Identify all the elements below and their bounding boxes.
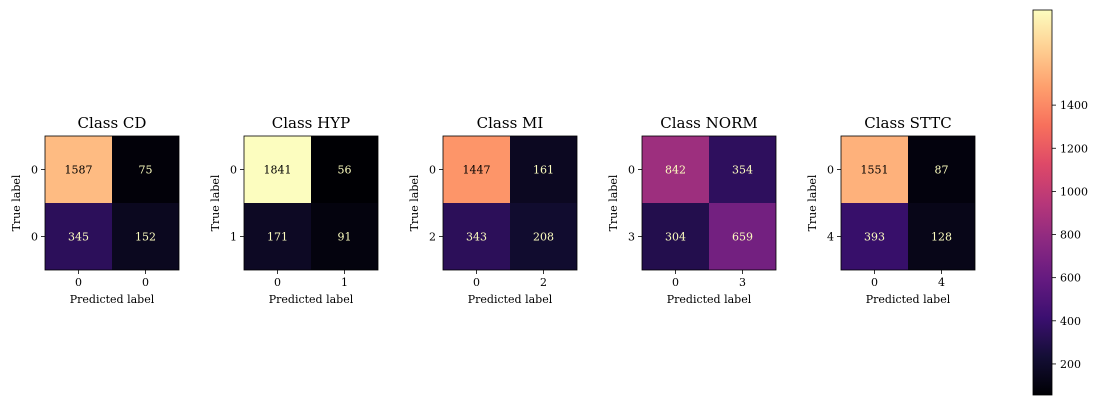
- axes-frame: [442, 135, 578, 271]
- y-tick-label: 0: [827, 164, 834, 177]
- matrix-cell: [244, 203, 311, 270]
- cell-value-label: 161: [533, 164, 554, 177]
- y-tick-label: 0: [429, 164, 436, 177]
- y-tick-label: 4: [827, 231, 834, 244]
- confusion-matrix-0: Class CD 1587 75 345 152 0 0 0 0 Predicted label T…: [10, 114, 180, 306]
- colorbar-tick-label: 600: [1060, 272, 1081, 285]
- cell-value-label: 659: [732, 231, 753, 244]
- x-axis-label: Predicted label: [70, 293, 155, 306]
- matrix-cell: [709, 203, 776, 270]
- y-tick-label: 0: [628, 164, 635, 177]
- colorbar-tick-label: 1200: [1060, 142, 1088, 155]
- y-tick-label: 0: [31, 231, 38, 244]
- y-axis-label: True label: [209, 174, 222, 231]
- cell-value-label: 345: [68, 231, 89, 244]
- colorbar-tick-label: 1400: [1060, 99, 1088, 112]
- cell-value-label: 91: [338, 231, 352, 244]
- matrix-cell: [244, 136, 311, 203]
- matrix-cell: [45, 136, 112, 203]
- matrix-cell: [112, 136, 179, 203]
- cell-value-label: 56: [338, 164, 352, 177]
- colorbar-tick-label: 200: [1060, 358, 1081, 371]
- y-tick-label: 3: [628, 231, 635, 244]
- axes-frame: [641, 135, 777, 271]
- confusion-matrix-4: Class STTC 1551 87 393 128 0 4 0 4 Predicted labe…: [806, 114, 976, 306]
- confusion-matrix-3: Class NORM 842 354 304 659 0 3 0 3 Predicted labe…: [607, 114, 777, 306]
- confusion-matrix-1: Class HYP 1841 56 171 91 0 1 0 1 Predicted label T…: [209, 114, 379, 306]
- matrix-cell: [510, 136, 577, 203]
- x-axis-label: Predicted label: [468, 293, 553, 306]
- x-tick-label: 3: [739, 276, 746, 289]
- colorbar-tick-label: 1000: [1060, 185, 1088, 198]
- axes-frame: [840, 135, 976, 271]
- matrix-cell: [642, 203, 709, 270]
- x-tick-label: 0: [75, 276, 82, 289]
- colorbar-gradient: [1033, 10, 1052, 395]
- cell-value-label: 152: [135, 231, 156, 244]
- colorbar-tick-label: 400: [1060, 315, 1081, 328]
- cell-value-label: 343: [466, 231, 487, 244]
- cell-value-label: 1587: [65, 164, 93, 177]
- cell-value-label: 393: [864, 231, 885, 244]
- panel-title: Class CD: [78, 114, 147, 132]
- y-tick-label: 0: [31, 164, 38, 177]
- cell-value-label: 1551: [861, 164, 889, 177]
- colorbar-frame: [1032, 9, 1053, 396]
- matrix-cell: [642, 136, 709, 203]
- y-tick-label: 0: [230, 164, 237, 177]
- matrix-cell: [908, 136, 975, 203]
- y-axis-label: True label: [408, 174, 421, 231]
- panel-title: Class NORM: [660, 114, 757, 132]
- x-tick-label: 0: [142, 276, 149, 289]
- y-axis-label: True label: [10, 174, 23, 231]
- x-tick-label: 0: [672, 276, 679, 289]
- colorbar-tick-label: 800: [1060, 229, 1081, 242]
- x-tick-label: 0: [274, 276, 281, 289]
- cell-value-label: 128: [931, 231, 952, 244]
- matrix-cell: [311, 136, 378, 203]
- matrix-cell: [841, 136, 908, 203]
- colorbar: 200 400 600 800 1000 1200 1400: [1032, 9, 1088, 396]
- cell-value-label: 1841: [264, 164, 292, 177]
- x-tick-label: 2: [540, 276, 547, 289]
- matrix-cell: [311, 203, 378, 270]
- y-tick-label: 1: [230, 231, 237, 244]
- cell-value-label: 75: [139, 164, 153, 177]
- cell-value-label: 354: [732, 164, 753, 177]
- x-tick-label: 1: [341, 276, 348, 289]
- y-tick-label: 2: [429, 231, 436, 244]
- matrix-cell: [510, 203, 577, 270]
- x-axis-label: Predicted label: [269, 293, 354, 306]
- cell-value-label: 1447: [463, 164, 491, 177]
- matrix-cell: [908, 203, 975, 270]
- confusion-matrix-2: Class MI 1447 161 343 208 0 2 0 2 Predicted label…: [408, 114, 578, 306]
- matrix-cell: [841, 203, 908, 270]
- panel-title: Class STTC: [864, 114, 951, 132]
- cell-value-label: 87: [935, 164, 949, 177]
- x-tick-label: 0: [871, 276, 878, 289]
- x-axis-label: Predicted label: [866, 293, 951, 306]
- x-axis-label: Predicted label: [667, 293, 752, 306]
- confusion-matrix-panels: Class CD 1587 75 345 152 0 0 0 0 Predicted label T…: [10, 114, 976, 306]
- y-axis-label: True label: [806, 174, 819, 231]
- matrix-cell: [45, 203, 112, 270]
- cell-value-label: 171: [267, 231, 288, 244]
- axes-frame: [243, 135, 379, 271]
- y-axis-label: True label: [607, 174, 620, 231]
- matrix-cell: [443, 203, 510, 270]
- cell-value-label: 304: [665, 231, 686, 244]
- cell-value-label: 842: [665, 164, 686, 177]
- panel-title: Class HYP: [272, 114, 350, 132]
- cell-value-label: 208: [533, 231, 554, 244]
- x-tick-label: 0: [473, 276, 480, 289]
- matrix-cell: [709, 136, 776, 203]
- matrix-cell: [443, 136, 510, 203]
- x-tick-label: 4: [938, 276, 945, 289]
- axes-frame: [44, 135, 180, 271]
- matrix-cell: [112, 203, 179, 270]
- panel-title: Class MI: [477, 114, 544, 132]
